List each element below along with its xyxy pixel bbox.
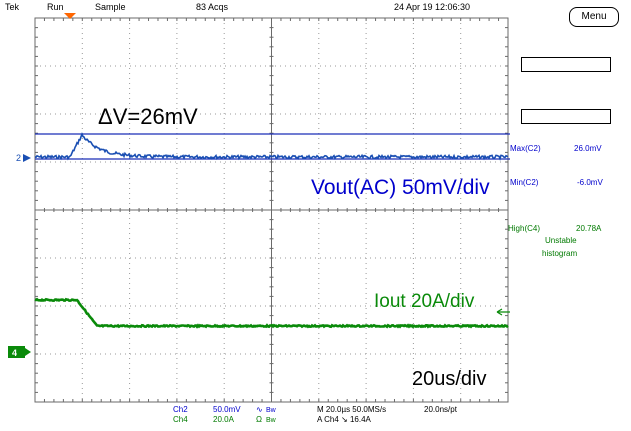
vout-annotation: Vout(AC) 50mV/div [311, 176, 490, 199]
measurement-2-label: Min(C2) [510, 178, 539, 187]
ch2-coupling-icon: ∿ [256, 405, 263, 414]
side-menu-box-2[interactable] [521, 109, 611, 124]
ch4-scale: 20.0A [213, 415, 235, 424]
trigger-position-icon [64, 13, 76, 19]
delta-v-annotation: ΔV=26mV [98, 104, 198, 129]
horizontal-readout: M 20.0µs 50.0MS/s [317, 405, 386, 414]
ch2-marker-label: 2 [16, 153, 21, 163]
measurement-3-note-2: histogram [542, 249, 577, 258]
run-state-label: Run [47, 2, 64, 12]
ch2-bw-label: Bw [266, 407, 277, 414]
brand-label: Tek [5, 2, 20, 12]
ch4-trigger-level-icon [496, 308, 510, 316]
ch4-current-trace [34, 297, 509, 329]
measurement-1-label: Max(C2) [510, 144, 541, 153]
measurement-3-label: High(C4) [508, 224, 540, 233]
ch4-name: Ch4 [173, 415, 188, 424]
ch2-voltage-trace [34, 132, 509, 161]
measurement-3-value: 20.78A [576, 224, 602, 233]
acq-mode-label: Sample [95, 2, 126, 12]
timebase-annotation: 20us/div [412, 368, 487, 390]
ch2-name: Ch2 [173, 405, 188, 414]
ch4-ground-marker-icon [25, 348, 31, 356]
graticule [34, 17, 509, 403]
ch4-marker-box [8, 346, 25, 358]
trigger-readout: A Ch4 ↘ 16.4A [317, 415, 372, 424]
ch2-ground-marker-icon [23, 154, 31, 162]
datetime-label: 24 Apr 19 12:06:30 [394, 2, 470, 12]
ch4-bw-label: Bw [266, 417, 277, 424]
measurement-2-value: -6.0mV [577, 178, 603, 187]
iout-annotation: Iout 20A/div [374, 291, 475, 312]
ch2-scale: 50.0mV [213, 405, 241, 414]
menu-button[interactable]: Menu [569, 7, 619, 27]
measurement-1-value: 26.0mV [574, 144, 602, 153]
acq-count-label: 83 Acqs [196, 2, 229, 12]
ch4-marker-label: 4 [12, 348, 17, 358]
measurement-3-note-1: Unstable [545, 236, 577, 245]
resolution-readout: 20.0ns/pt [424, 405, 458, 414]
side-menu-box-1[interactable] [521, 57, 611, 72]
ch4-coupling-icon: Ω [256, 415, 262, 424]
